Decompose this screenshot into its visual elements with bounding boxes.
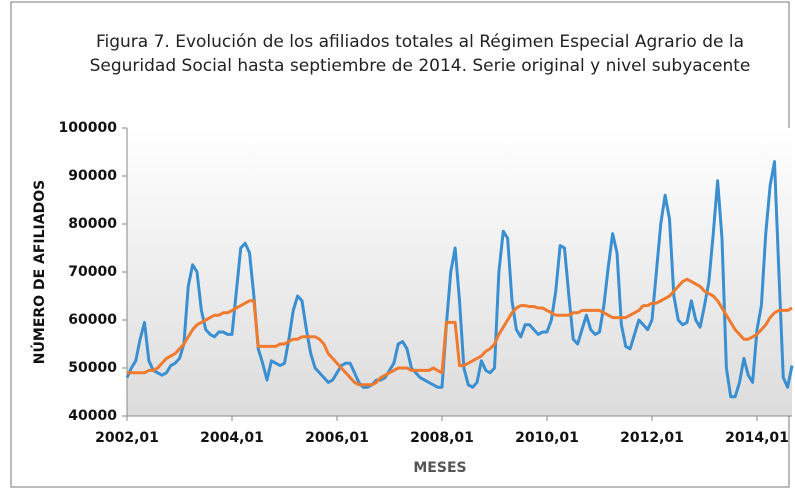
x-tick-label: 2004,01 bbox=[200, 430, 264, 446]
x-tick-label: 2014,01 bbox=[725, 430, 789, 446]
plot-area bbox=[127, 128, 792, 416]
y-tick-label: 50000 bbox=[68, 360, 117, 376]
y-tick-label: 40000 bbox=[68, 408, 117, 424]
x-tick-label: 2012,01 bbox=[620, 430, 684, 446]
series-line bbox=[125, 160, 794, 399]
series-line bbox=[127, 277, 793, 387]
y-tick-label: 80000 bbox=[68, 216, 117, 232]
x-tick-label: 2010,01 bbox=[515, 430, 579, 446]
x-tick-label: 2006,01 bbox=[305, 430, 369, 446]
chart-title: Figura 7. Evolución de los afiliados tot… bbox=[89, 32, 751, 76]
y-tick-label: 60000 bbox=[68, 312, 117, 328]
y-tick-label: 100000 bbox=[59, 120, 118, 136]
y-tick-label: 70000 bbox=[68, 264, 117, 280]
x-tick-label: 2008,01 bbox=[410, 430, 474, 446]
x-tick-label: 2002,01 bbox=[95, 430, 159, 446]
y-axis-label: NÚMERO DE AFILIADOS bbox=[30, 180, 48, 364]
x-axis-label: MESES bbox=[413, 460, 466, 476]
y-tick-label: 90000 bbox=[68, 168, 117, 184]
